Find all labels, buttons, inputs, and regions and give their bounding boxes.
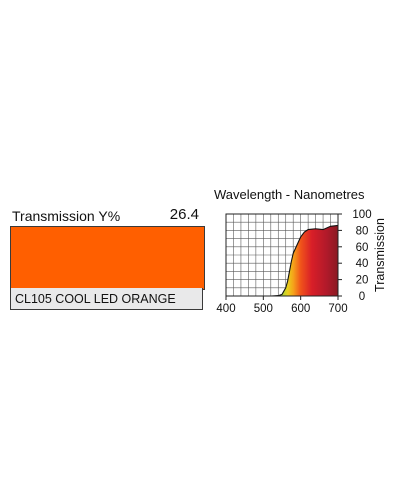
transmission-area <box>226 225 338 296</box>
filter-swatch-panel: Transmission Y% 26.4 CL105 COOL LED ORAN… <box>10 206 205 310</box>
plot-frame <box>225 213 339 297</box>
y-tick-label: 40 <box>356 258 369 270</box>
x-tick-label: 600 <box>291 303 310 315</box>
y-tick-label: 20 <box>356 275 369 287</box>
y-tick-label: 100 <box>352 209 371 221</box>
y-tick-label: 80 <box>356 225 369 237</box>
filter-name: CL105 COOL LED ORANGE <box>10 288 203 310</box>
y-tick-label: 60 <box>356 242 369 254</box>
x-tick-label: 700 <box>328 303 347 315</box>
x-tick-label: 400 <box>216 303 235 315</box>
color-swatch <box>10 226 205 290</box>
transmission-chart: Wavelength - Nanometres 400 500 600 700 0 20 40… <box>214 187 387 315</box>
transmission-row: Transmission Y% 26.4 <box>10 206 205 226</box>
chart-title: Wavelength - Nanometres <box>214 187 365 202</box>
transmission-label: Transmission Y% <box>12 208 121 224</box>
y-tick-label: 0 <box>359 291 365 303</box>
y-axis-label: Transmission <box>373 218 387 292</box>
x-tick-label: 500 <box>254 303 273 315</box>
transmission-value: 26.4 <box>169 206 199 223</box>
